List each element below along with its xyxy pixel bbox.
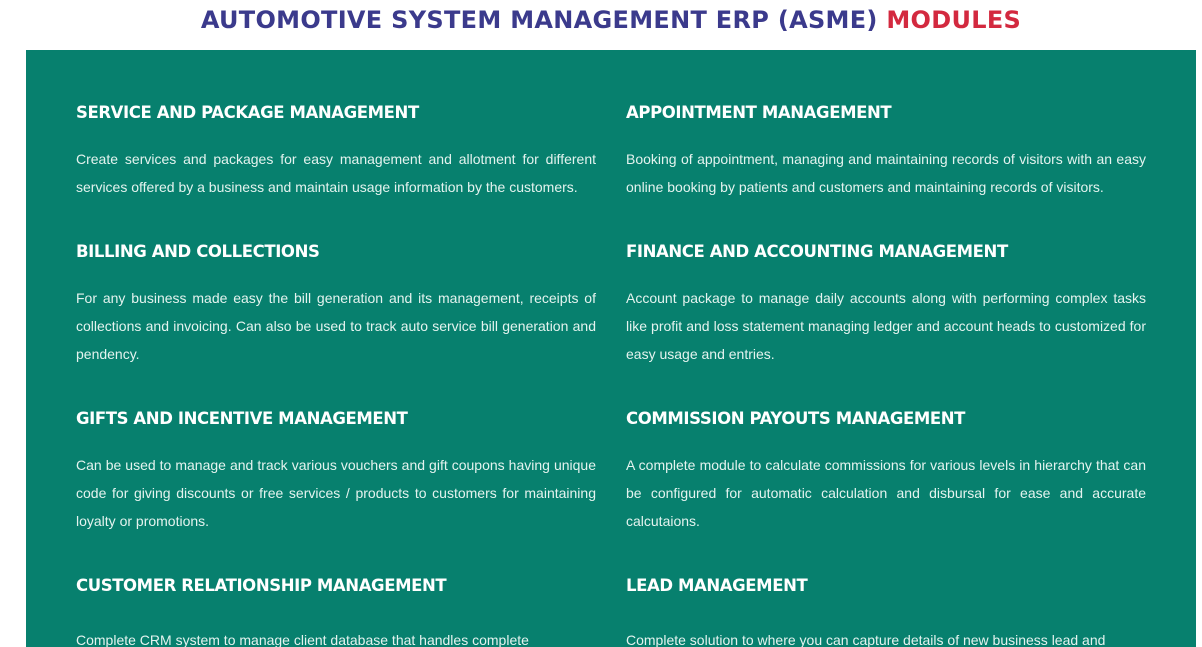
module-commission-payouts: COMMISSION PAYOUTS MANAGEMENT A complete… [626,408,1146,535]
module-title: LEAD MANAGEMENT [626,576,808,595]
modules-panel: SERVICE AND PACKAGE MANAGEMENT Create se… [26,50,1196,647]
module-title: FINANCE AND ACCOUNTING MANAGEMENT [626,242,1008,261]
module-description: Create services and packages for easy ma… [76,151,596,195]
module-title: COMMISSION PAYOUTS MANAGEMENT [626,409,966,428]
page-title-main: AUTOMOTIVE SYSTEM MANAGEMENT ERP (ASME) [200,6,878,34]
module-description: Account package to manage daily accounts… [626,290,1146,362]
page-title-accent: MODULES [886,6,1022,34]
module-description: Complete CRM system to manage client dat… [76,632,529,647]
module-title: CUSTOMER RELATIONSHIP MANAGEMENT [76,576,447,595]
module-title: GIFTS AND INCENTIVE MANAGEMENT [76,409,408,428]
module-title: APPOINTMENT MANAGEMENT [626,103,892,122]
module-title: SERVICE AND PACKAGE MANAGEMENT [76,103,419,122]
module-description: A complete module to calculate commissio… [626,457,1146,529]
module-description: Can be used to manage and track various … [76,457,596,529]
module-gifts-and-incentive: GIFTS AND INCENTIVE MANAGEMENT Can be us… [76,408,596,535]
module-billing-and-collections: BILLING AND COLLECTIONS For any business… [76,241,596,368]
module-appointment: APPOINTMENT MANAGEMENT Booking of appoin… [626,102,1146,201]
page-title: AUTOMOTIVE SYSTEM MANAGEMENT ERP (ASME) … [0,4,1202,36]
module-description: Booking of appointment, managing and mai… [626,151,1146,195]
module-service-and-package: SERVICE AND PACKAGE MANAGEMENT Create se… [76,102,596,201]
module-description: For any business made easy the bill gene… [76,290,596,362]
module-description: Complete solution to where you can captu… [626,632,1106,647]
module-lead-management: LEAD MANAGEMENT Complete solution to whe… [626,575,1146,647]
module-customer-relationship: CUSTOMER RELATIONSHIP MANAGEMENT Complet… [76,575,596,647]
module-title: BILLING AND COLLECTIONS [76,242,320,261]
module-finance-and-accounting: FINANCE AND ACCOUNTING MANAGEMENT Accoun… [626,241,1146,368]
